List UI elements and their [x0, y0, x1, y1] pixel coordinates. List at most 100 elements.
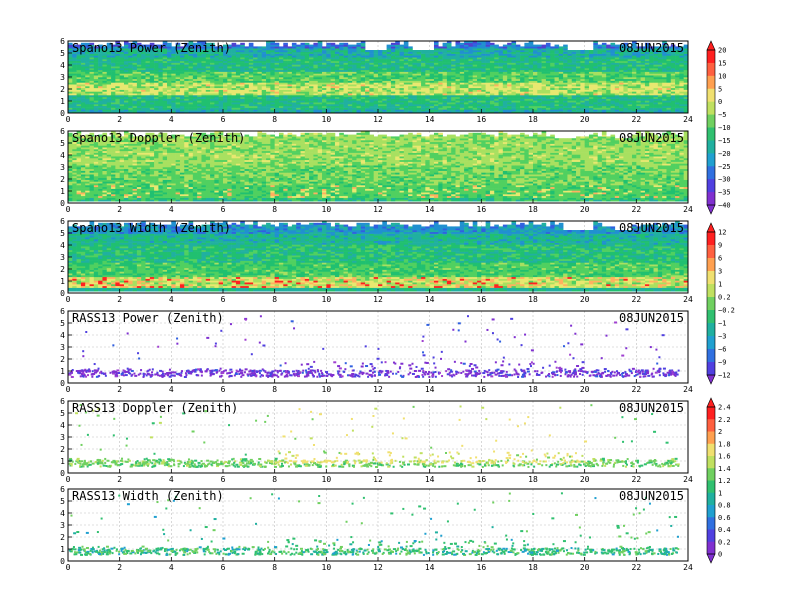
heatmap-cell — [425, 107, 430, 110]
heatmap-cell — [334, 89, 340, 92]
heatmap-cell — [597, 86, 603, 89]
heatmap-cell — [623, 62, 629, 65]
heatmap-cell — [343, 48, 349, 51]
heatmap-cell — [261, 62, 267, 65]
heatmap-cell — [89, 68, 95, 71]
heatmap-cell — [266, 42, 271, 45]
heatmap-cell — [253, 78, 258, 81]
heatmap-cell — [261, 53, 267, 56]
heatmap-cell — [175, 42, 181, 45]
heatmap-cell — [115, 75, 120, 78]
heatmap-cell — [80, 69, 86, 72]
heatmap-cell — [442, 73, 448, 76]
heatmap-cell — [132, 55, 138, 58]
heatmap-cell — [98, 60, 103, 63]
heatmap-cell — [614, 53, 620, 56]
heatmap-cell — [442, 69, 448, 72]
heatmap-cell — [382, 109, 387, 112]
heatmap-cell — [162, 107, 168, 110]
heatmap-cell — [154, 87, 159, 90]
heatmap-cell — [515, 107, 521, 110]
heatmap-cell — [80, 51, 86, 54]
heatmap-cell — [446, 73, 452, 76]
heatmap-cell — [498, 111, 504, 114]
heatmap-cell — [601, 60, 607, 63]
heatmap-cell — [296, 107, 301, 110]
heatmap-cell — [223, 44, 228, 47]
heatmap-cell — [606, 69, 611, 72]
heatmap-cell — [210, 104, 215, 107]
heatmap-cell — [416, 53, 422, 56]
heatmap-cell — [468, 102, 474, 105]
heatmap-cell — [623, 77, 629, 80]
heatmap-cell — [520, 104, 525, 107]
heatmap-cell — [520, 75, 525, 78]
heatmap-cell — [167, 100, 172, 103]
heatmap-cell — [416, 75, 422, 78]
heatmap-cell — [278, 80, 284, 83]
heatmap-cell — [309, 107, 314, 110]
heatmap-cell — [175, 111, 181, 114]
heatmap-cell — [485, 42, 491, 45]
heatmap-cell — [188, 75, 194, 78]
heatmap-cell — [601, 66, 607, 69]
heatmap-cell — [584, 111, 590, 114]
heatmap-cell — [93, 102, 99, 105]
heatmap-cell — [468, 77, 474, 80]
heatmap-cell — [115, 96, 120, 99]
heatmap-cell — [421, 60, 426, 63]
heatmap-cell — [188, 73, 194, 76]
heatmap-cell — [511, 89, 517, 92]
heatmap-cell — [468, 109, 474, 112]
heatmap-cell — [218, 87, 224, 90]
heatmap-cell — [106, 102, 112, 105]
heatmap-cell — [304, 105, 310, 108]
heatmap-cell — [287, 87, 293, 90]
heatmap-cell — [545, 109, 551, 112]
heatmap-cell — [489, 84, 495, 87]
heatmap-cell — [580, 78, 585, 81]
heatmap-cell — [102, 50, 108, 53]
heatmap-cell — [511, 87, 517, 90]
heatmap-cell — [524, 84, 529, 87]
heatmap-cell — [369, 57, 374, 60]
heatmap-cell — [145, 95, 151, 98]
heatmap-cell — [623, 109, 629, 112]
heatmap-cell — [429, 82, 435, 85]
heatmap-cell — [360, 64, 366, 67]
heatmap-cell — [141, 100, 146, 103]
heatmap-cell — [115, 46, 120, 49]
heatmap-cell — [511, 59, 517, 62]
heatmap-cell — [218, 102, 224, 105]
heatmap-cell — [416, 89, 422, 92]
heatmap-cell — [80, 42, 86, 45]
heatmap-cell — [261, 71, 267, 74]
heatmap-cell — [128, 91, 133, 94]
heatmap-cell — [304, 84, 310, 87]
heatmap-cell — [438, 107, 443, 110]
heatmap-cell — [464, 51, 469, 54]
heatmap-cell — [93, 111, 99, 114]
heatmap-cell — [85, 111, 90, 114]
heatmap-cell — [446, 86, 452, 89]
heatmap-cell — [149, 82, 155, 85]
heatmap-cell — [360, 96, 366, 99]
heatmap-cell — [300, 75, 306, 78]
heatmap-cell — [412, 57, 418, 60]
heatmap-cell — [623, 102, 629, 105]
heatmap-cell — [446, 95, 452, 98]
heatmap-cell — [283, 89, 288, 92]
heatmap-cell — [593, 107, 598, 110]
heatmap-cell — [481, 51, 486, 54]
heatmap-cell — [210, 89, 215, 92]
heatmap-cell — [136, 89, 142, 92]
heatmap-cell — [106, 59, 112, 62]
heatmap-cell — [610, 80, 616, 83]
heatmap-cell — [274, 91, 280, 94]
heatmap-cell — [313, 86, 319, 89]
heatmap-cell — [72, 77, 77, 80]
heatmap-cell — [171, 82, 176, 85]
heatmap-cell — [477, 86, 482, 89]
heatmap-cell — [464, 71, 469, 74]
heatmap-cell — [68, 111, 73, 114]
